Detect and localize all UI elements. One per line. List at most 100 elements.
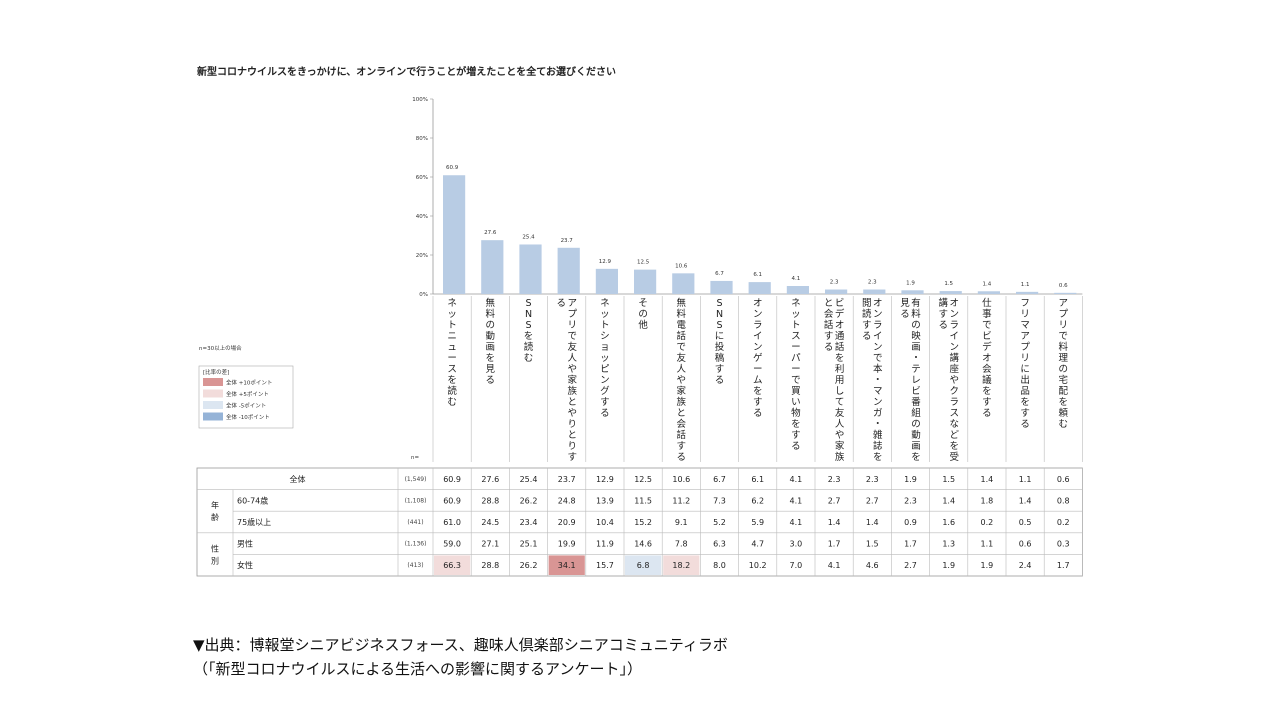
category-label-char: 品	[1020, 386, 1030, 397]
table-cell: 5.2	[713, 518, 726, 527]
category-label-char: る	[938, 320, 948, 331]
table-cell: 4.1	[828, 561, 841, 570]
table-cell: 1.4	[866, 518, 879, 527]
table-cell: 1.4	[1019, 496, 1032, 505]
category-label-char: 画	[911, 342, 921, 353]
bar-value-label: 0.6	[1059, 283, 1068, 289]
table-cell: 4.6	[866, 561, 879, 570]
category-label-char: ン	[873, 309, 883, 320]
category-label-char: 議	[982, 374, 992, 386]
bar	[710, 280, 733, 294]
highlight-cell	[625, 555, 662, 575]
category-label-char: 用	[835, 375, 845, 386]
category-label-char: を	[873, 452, 883, 463]
chart-title: 新型コロナウイルスをきっかけに、オンラインで行うことが増えたことを全てお選びくだ…	[197, 65, 616, 78]
category-label-char: 家	[677, 385, 687, 397]
category-label-char: ン	[873, 397, 883, 408]
category-label-char: パ	[791, 353, 801, 364]
table-cell: 13.9	[596, 496, 614, 505]
category-label-char: ・	[911, 353, 921, 364]
category-label-char: む	[447, 397, 457, 408]
category-label-char: 他	[638, 319, 648, 331]
category-label-char: 人	[567, 353, 577, 364]
table-cell: 14.6	[634, 540, 652, 549]
table-cell: 60.9	[443, 475, 461, 484]
category-label-char: 料	[486, 308, 496, 320]
category-label-char: ニ	[447, 331, 457, 342]
category-label-char: ー	[791, 342, 801, 353]
category-label-char: や	[949, 375, 959, 386]
group-label-char: 齢	[211, 512, 219, 522]
y-axis: 0% 20% 40% 60% 80% 100%	[412, 97, 1083, 298]
category-label-char: り	[567, 441, 577, 452]
row-label: 全体	[290, 474, 306, 484]
category-label-char: と	[567, 397, 577, 408]
category-label-char: 頼	[1059, 408, 1069, 419]
category-label-char: を	[486, 353, 496, 364]
table-cell: 66.3	[443, 561, 461, 570]
category-label-char: オ	[982, 353, 992, 364]
category-label-char: ー	[791, 364, 801, 375]
table-cell: 4.1	[790, 518, 803, 527]
category-label-char: ラ	[873, 320, 883, 331]
table-cell: 1.4	[828, 518, 841, 527]
category-label-char: ネ	[447, 298, 457, 309]
category-label-char: て	[835, 397, 845, 408]
category-label-char: す	[824, 331, 834, 342]
category-label-char: 電	[677, 320, 687, 331]
category-label-char: を	[982, 386, 992, 397]
table-cell: 1.8	[981, 496, 994, 505]
table-cell: 28.8	[481, 561, 499, 570]
table-cell: 5.9	[751, 518, 764, 527]
category-label-char: の	[486, 320, 496, 331]
category-label-char: ど	[949, 430, 959, 441]
category-label-char: す	[753, 397, 763, 408]
category-label-char: の	[911, 419, 921, 430]
category-label-char: 物	[791, 407, 801, 419]
table-cell: 7.8	[675, 540, 688, 549]
bar	[519, 244, 542, 294]
category-label-char: ゲ	[753, 352, 763, 364]
category-label-char: し	[835, 386, 845, 397]
table-cell: 2.7	[866, 496, 879, 505]
table-cell: 10.4	[596, 518, 614, 527]
category-label-char: す	[1020, 408, 1030, 419]
category-label-char: ト	[447, 320, 457, 331]
category-label-char: リ	[1059, 320, 1069, 331]
bar	[825, 289, 848, 294]
table-cell: 10.2	[749, 561, 767, 570]
category-label-char: る	[862, 331, 872, 342]
category-label-char: マ	[873, 386, 883, 397]
category-label-char: る	[1020, 419, 1030, 430]
table-cell: 20.9	[558, 518, 576, 527]
table-cell: 9.1	[675, 518, 688, 527]
table-cell: 26.2	[520, 561, 538, 570]
category-label-char: ッ	[447, 309, 457, 320]
bar-value-label: 10.6	[675, 263, 688, 269]
legend-swatch	[203, 412, 223, 421]
table-cell: 0.6	[1057, 475, 1070, 484]
category-label-char: ト	[791, 320, 801, 331]
table-cell: 11.5	[634, 496, 652, 505]
table-cell: 1.4	[981, 475, 994, 484]
legend-item-label: 全体 -10ポイント	[226, 413, 270, 421]
category-label-char: で	[677, 342, 687, 353]
bar	[557, 247, 580, 294]
category-label-char: 人	[835, 419, 845, 430]
category-label-char: 宅	[1059, 374, 1069, 386]
category-label-char: 会	[677, 418, 687, 430]
category-label-char: ク	[949, 386, 959, 397]
category-label-char: ラ	[753, 320, 763, 331]
category-label-char: で	[791, 375, 801, 386]
category-label-char: ア	[1059, 298, 1069, 309]
category-label-char: 見	[900, 298, 910, 309]
category-label-char: S	[525, 298, 531, 309]
category-label-char: 無	[486, 297, 496, 309]
category-label-char: を	[949, 441, 959, 452]
category-label-char: 投	[715, 341, 725, 353]
category-label-char: 仕	[982, 297, 992, 309]
